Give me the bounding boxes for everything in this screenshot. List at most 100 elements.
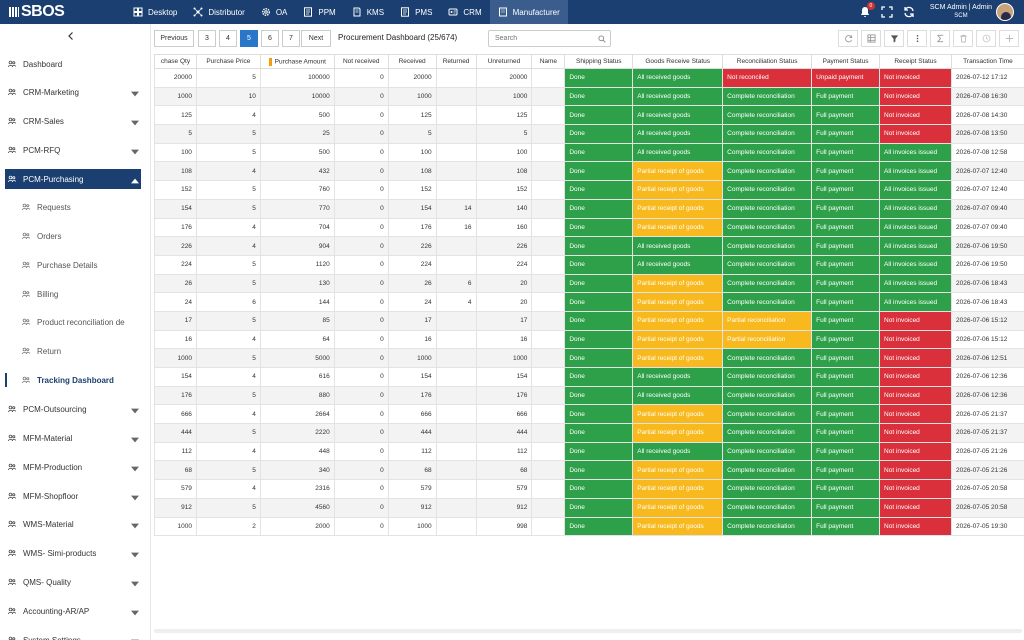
page-6-button[interactable]: 6: [261, 30, 279, 47]
page-4-button[interactable]: 4: [219, 30, 237, 47]
data-table-container[interactable]: chase Qty Purchase Price Purchase Amount No…: [154, 54, 1024, 629]
nav-desktop[interactable]: Desktop: [125, 0, 185, 24]
sidebar-item-crm-sales[interactable]: CRM-Sales: [5, 111, 141, 131]
table-row[interactable]: 1000 5 5000 0 1000 1000 Done Partial receipt of…: [154, 348, 1024, 368]
nav-oa[interactable]: OA: [253, 0, 296, 24]
page-5-button[interactable]: 5: [240, 30, 258, 47]
table-row[interactable]: 666 4 2664 0 666 666 Done Partial receipt of go…: [154, 404, 1024, 425]
table-row[interactable]: 16 4 64 0 16 16 Done Partial receipt of goods Pa…: [154, 329, 1024, 350]
page-7-button[interactable]: 7: [282, 30, 300, 47]
column-header[interactable]: Goods Receive Status: [632, 54, 724, 69]
sidebar-item-mfm-material[interactable]: MFM-Material: [5, 428, 141, 448]
table-row[interactable]: 1000 2 2000 0 1000 998 Done Partial receipt of …: [154, 516, 1024, 537]
sidebar-item-crm-marketing[interactable]: CRM-Marketing: [5, 82, 141, 102]
table-cell: 4: [195, 441, 261, 462]
sidebar-item-accounting-ar-ap[interactable]: Accounting-AR/AP: [5, 601, 141, 621]
chevron-left-icon[interactable]: [66, 31, 76, 41]
sidebar-item-mfm-production[interactable]: MFM-Production: [5, 457, 141, 477]
table-row[interactable]: 26 5 130 0 26 6 20 Done Partial receipt of goods…: [154, 273, 1024, 294]
column-header[interactable]: Transaction Time: [950, 54, 1024, 69]
next-page-button[interactable]: Next: [301, 30, 331, 47]
status-cell: Not invoiced: [879, 479, 952, 499]
sidebar-item-pcm-outsourcing[interactable]: PCM-Outsourcing: [5, 399, 141, 419]
refresh-icon[interactable]: [903, 6, 915, 18]
column-header[interactable]: Shipping Status: [564, 54, 634, 69]
column-header[interactable]: Receipt Status: [879, 54, 952, 69]
sidebar-item-orders[interactable]: Orders: [5, 226, 141, 246]
horizontal-scrollbar[interactable]: [154, 629, 1022, 633]
table-row[interactable]: 176 4 704 0 176 16 160 Done Partial receipt of g…: [154, 217, 1024, 238]
table-cell: 24: [154, 292, 197, 312]
history-button[interactable]: [976, 30, 996, 47]
bell-icon[interactable]: 0: [859, 2, 875, 18]
nav-distributor[interactable]: Distributor: [185, 0, 252, 24]
delete-button[interactable]: [953, 30, 973, 47]
column-header[interactable]: Received: [387, 54, 437, 69]
add-button[interactable]: [999, 30, 1019, 47]
nav-pms[interactable]: PMS: [392, 0, 440, 24]
sidebar-item-pcm-purchasing[interactable]: PCM-Purchasing: [5, 169, 141, 189]
search-field[interactable]: [488, 30, 611, 47]
nav-crm[interactable]: CRM: [440, 0, 489, 24]
sidebar-item-purchase-details[interactable]: Purchase Details: [5, 255, 141, 275]
column-header[interactable]: Reconciliation Status: [722, 54, 813, 69]
table-row[interactable]: 154 5 770 0 154 14 140 Done Partial receipt of g…: [154, 198, 1024, 219]
columns-button[interactable]: [861, 30, 881, 47]
sidebar-item-wms-simi-products[interactable]: WMS- Simi-products: [5, 543, 141, 563]
column-header[interactable]: Name: [531, 54, 566, 69]
column-header[interactable]: Purchase Amount: [259, 54, 335, 69]
previous-page-button[interactable]: Previous: [154, 30, 194, 47]
table-row[interactable]: 444 5 2220 0 444 444 Done Partial receipt of go…: [154, 423, 1024, 443]
table-row[interactable]: 224 5 1120 0 224 224 Done All received goods Com…: [154, 254, 1024, 275]
column-header[interactable]: Returned: [435, 54, 477, 69]
sidebar-item-qms-quality[interactable]: QMS- Quality: [5, 572, 141, 592]
sidebar-item-requests[interactable]: Requests: [5, 197, 141, 217]
sidebar-item-mfm-shopfloor[interactable]: MFM-Shopfloor: [5, 486, 141, 506]
table-row[interactable]: 17 5 85 0 17 17 Done Partial receipt of goods Pa…: [154, 310, 1024, 331]
page-3-button[interactable]: 3: [198, 30, 216, 47]
nav-manufacturer[interactable]: Manufacturer: [489, 0, 568, 24]
table-row[interactable]: 108 4 432 0 108 108 Done Partial receipt of goo…: [154, 161, 1024, 182]
brand-logo[interactable]: SBOS: [9, 3, 65, 21]
nav-ppm[interactable]: PPM: [295, 0, 343, 24]
filter-button[interactable]: [884, 30, 904, 47]
sidebar-item-billing[interactable]: Billing: [5, 284, 141, 304]
table-row[interactable]: 912 5 4560 0 912 912 Done Partial receipt of go…: [154, 497, 1024, 518]
table-row[interactable]: 176 5 880 0 176 176 Done All received goods Comp…: [154, 385, 1024, 406]
sort-marker-icon: [268, 57, 272, 66]
table-row[interactable]: 1000 10 10000 0 1000 1000 Done All received goo…: [154, 86, 1024, 107]
avatar[interactable]: [996, 3, 1014, 21]
search-input[interactable]: [495, 35, 595, 42]
column-header[interactable]: Payment Status: [811, 54, 881, 69]
column-header[interactable]: Not received: [333, 54, 389, 69]
table-row[interactable]: 5 5 25 0 5 5 Done All received goods Complete re…: [154, 124, 1024, 144]
sidebar-item-system-settings[interactable]: System Settings: [5, 630, 141, 640]
sidebar-item-dashboard[interactable]: Dashboard: [5, 54, 141, 74]
column-header[interactable]: Unreturned: [475, 54, 533, 69]
column-header[interactable]: chase Qty: [154, 54, 197, 69]
column-header[interactable]: Purchase Price: [195, 54, 261, 69]
user-menu[interactable]: SCM Admin | Admin SCM: [930, 4, 992, 20]
table-row[interactable]: 20000 5 100000 0 20000 20000 Done All received …: [154, 68, 1024, 88]
table-row[interactable]: 125 4 500 0 125 125 Done All received goods Comp…: [154, 105, 1024, 126]
module-icon: [5, 549, 23, 557]
fullscreen-icon[interactable]: [881, 6, 893, 18]
sidebar-item-wms-material[interactable]: WMS-Material: [5, 514, 141, 534]
table-row[interactable]: 112 4 448 0 112 112 Done All received goods Comp…: [154, 441, 1024, 462]
more-options-button[interactable]: [907, 30, 927, 47]
table-row[interactable]: 68 5 340 0 68 68 Done Partial receipt of goods C…: [154, 460, 1024, 481]
table-row[interactable]: 152 5 760 0 152 152 Done Partial receipt of goo…: [154, 180, 1024, 200]
sidebar-item-return[interactable]: Return: [5, 341, 141, 361]
table-row[interactable]: 579 4 2316 0 579 579 Done Partial receipt of go…: [154, 479, 1024, 499]
sidebar-item-tracking-dashboard[interactable]: Tracking Dashboard: [5, 370, 141, 390]
table-row[interactable]: 226 4 904 0 226 226 Done All received goods Comp…: [154, 236, 1024, 256]
sum-button[interactable]: [930, 30, 950, 47]
table-row[interactable]: 100 5 500 0 100 100 Done All received goods Comp…: [154, 142, 1024, 163]
table-cell: 5: [195, 460, 261, 481]
refresh-table-button[interactable]: [838, 30, 858, 47]
sidebar-item-pcm-rfq[interactable]: PCM-RFQ: [5, 140, 141, 160]
sidebar-item-product-reconciliation-de[interactable]: Product reconciliation de: [5, 312, 141, 332]
table-row[interactable]: 154 4 616 0 154 154 Done All received goods Comp…: [154, 367, 1024, 387]
table-row[interactable]: 24 6 144 0 24 4 20 Done Partial receipt of goods…: [154, 292, 1024, 312]
nav-kms[interactable]: KMS: [344, 0, 392, 24]
